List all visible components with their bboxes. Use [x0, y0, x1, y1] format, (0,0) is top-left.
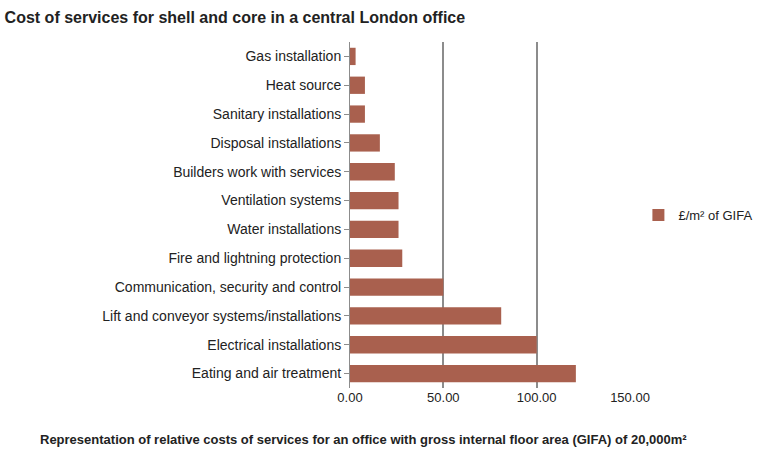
svg-text:Gas installation: Gas installation [245, 48, 341, 64]
svg-text:£/m² of GIFA: £/m² of GIFA [678, 208, 752, 223]
svg-text:Sanitary installations: Sanitary installations [213, 106, 341, 122]
svg-text:150.00: 150.00 [610, 390, 650, 405]
svg-text:Lift and conveyor systems/inst: Lift and conveyor systems/installations [102, 308, 341, 324]
svg-text:Water installations: Water installations [227, 221, 341, 237]
svg-text:100.00: 100.00 [517, 390, 557, 405]
svg-text:Cost of services for shell and: Cost of services for shell and core in a… [5, 9, 466, 26]
svg-text:Eating and air treatment: Eating and air treatment [192, 365, 342, 381]
svg-text:Heat source: Heat source [266, 77, 342, 93]
svg-text:0.00: 0.00 [337, 390, 362, 405]
svg-text:Builders work with services: Builders work with services [173, 164, 341, 180]
svg-text:Electrical installations: Electrical installations [207, 337, 341, 353]
svg-text:Fire and lightning protection: Fire and lightning protection [168, 250, 341, 266]
svg-text:Ventilation systems: Ventilation systems [221, 192, 341, 208]
svg-text:50.00: 50.00 [427, 390, 460, 405]
svg-text:Disposal installations: Disposal installations [210, 135, 341, 151]
svg-text:Representation of relative cos: Representation of relative costs of serv… [40, 432, 687, 447]
svg-text:Communication, security and co: Communication, security and control [115, 279, 341, 295]
